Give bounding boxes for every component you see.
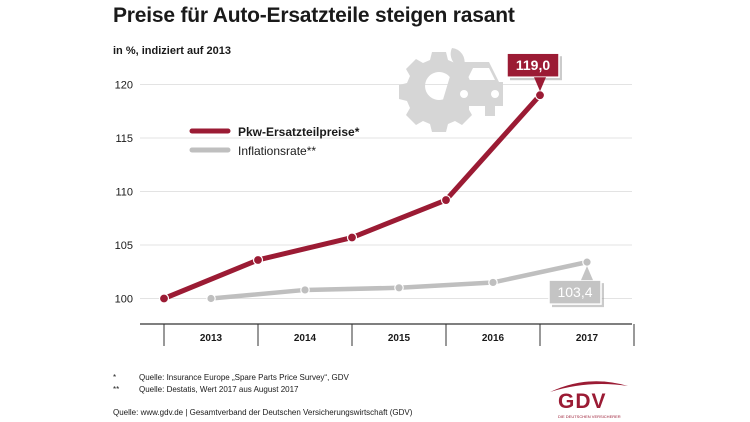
end-value-label: 103,4 — [557, 284, 592, 300]
data-point-inflation — [300, 285, 310, 295]
data-point-inflation — [206, 293, 216, 304]
car-wrench-gear-icon — [399, 48, 503, 132]
source-note: Quelle: www.gdv.de | Gesamtverband der D… — [113, 408, 413, 417]
data-point-inflation — [582, 257, 592, 267]
y-tick-label: 100 — [115, 294, 133, 306]
logo-swoosh-icon — [550, 381, 628, 392]
end-value-label: 119,0 — [516, 57, 550, 73]
series-line-inflation — [208, 259, 590, 301]
footnote-1: * Quelle: Insurance Europe „Spare Parts … — [113, 372, 349, 384]
y-tick-label: 110 — [115, 187, 133, 199]
data-point-inflation — [394, 282, 404, 293]
x-tick-label: 2014 — [294, 333, 317, 344]
data-point-ersatzteile — [252, 254, 264, 266]
data-point-inflation — [488, 277, 498, 288]
data-point-ersatzteile — [534, 90, 546, 101]
y-tick-label: 115 — [115, 133, 133, 145]
y-tick-label: 120 — [115, 80, 133, 92]
y-tick-label: 105 — [115, 240, 133, 252]
data-point-ersatzteile — [346, 232, 358, 243]
logo-subtext: DIE DEUTSCHEN VERSICHERER — [558, 414, 621, 419]
footnote-mark: ** — [113, 385, 120, 394]
footnotes: * Quelle: Insurance Europe „Spare Parts … — [113, 372, 349, 396]
x-tick-label: 2016 — [482, 333, 505, 344]
chart-subtitle: in %, indiziert auf 2013 — [113, 45, 231, 57]
data-point-ersatzteile — [158, 293, 170, 304]
chart-title: Preise für Auto-Ersatzteile steigen rasa… — [113, 4, 515, 27]
gdv-logo: GDV DIE DEUTSCHEN VERSICHERER — [548, 378, 630, 422]
callout-ersatzteile: 119,0 — [506, 52, 562, 92]
x-tick-label: 2013 — [200, 333, 223, 344]
footnote-2: ** Quelle: Destatis, Wert 2017 aus Augus… — [113, 384, 349, 396]
x-tick-label: 2017 — [576, 333, 599, 344]
callout-inflation: 103,4 — [548, 266, 604, 308]
logo-text: GDV — [558, 390, 607, 413]
x-tick-label: 2015 — [388, 333, 411, 344]
legend-label-inflation: Inflationsrate** — [238, 144, 316, 158]
legend-label-ersatzteile: Pkw-Ersatzteilpreise* — [238, 125, 360, 139]
footnote-text: Quelle: Insurance Europe „Spare Parts Pr… — [139, 373, 349, 382]
data-point-ersatzteile — [440, 194, 452, 206]
footnote-text: Quelle: Destatis, Wert 2017 aus August 2… — [139, 385, 299, 394]
footnote-mark: * — [113, 373, 117, 382]
